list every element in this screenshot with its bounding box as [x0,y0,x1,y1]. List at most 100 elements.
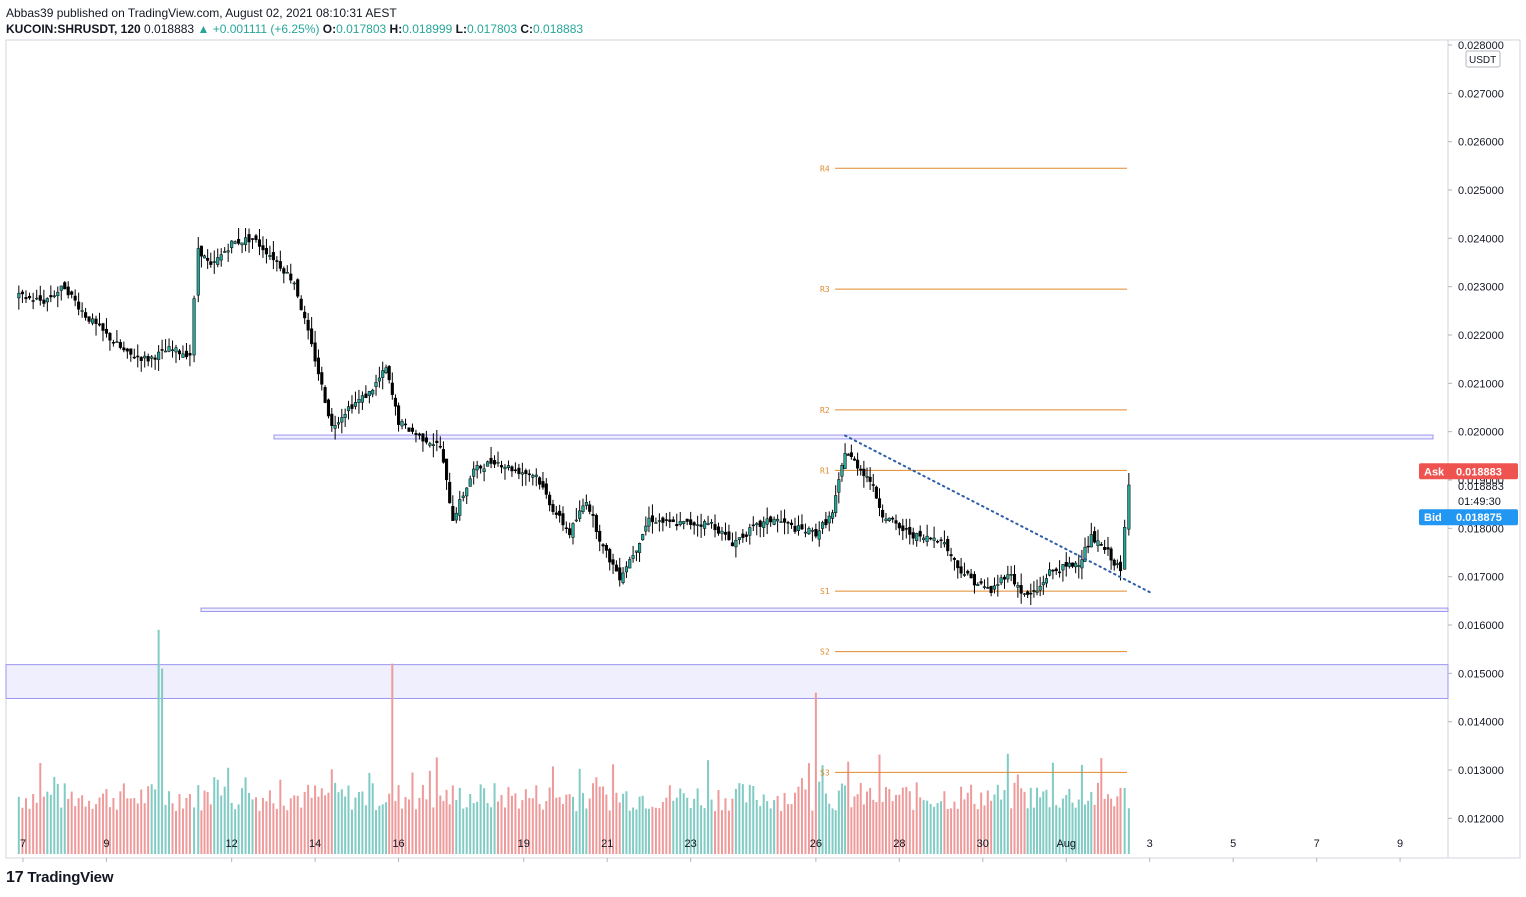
candle-body [966,570,970,574]
volume-bar [458,787,461,854]
candle-body [31,300,35,302]
candle-body [496,461,500,464]
volume-bar [517,808,520,854]
candle-body [421,433,425,442]
candle-body [206,257,210,261]
candle-body [783,518,787,523]
candle-body [678,521,682,525]
publisher-line: Abbas39 published on TradingView.com, Au… [6,6,397,20]
volume-bar [884,787,887,854]
candle-body [584,502,588,506]
volume-bar [404,797,407,854]
x-tick-label: 28 [893,838,905,850]
volume-bar [595,777,598,854]
volume-bar [81,795,84,854]
candle-body [843,452,847,469]
volume-bar [555,797,558,854]
volume-bar [510,795,513,854]
candle-body [744,534,748,537]
candle-body [343,413,347,418]
volume-bar [682,793,685,854]
candle-body [364,393,368,399]
candle-body [996,584,1000,586]
candle-body [730,542,734,547]
volume-bar [727,810,730,854]
candle-body [786,522,790,524]
volume-bar [98,797,101,854]
volume-bar [615,792,618,854]
candle-body [713,524,717,531]
volume-bar [618,802,621,854]
x-tick-label: 14 [309,838,321,850]
candle-body [720,530,724,534]
volume-bar [421,784,424,854]
volume-bar [675,797,678,854]
price-change: +0.001111 (+6.25%) [212,22,320,36]
volume-bar [200,810,203,854]
candle-body [531,475,535,478]
volume-bar [414,809,417,854]
candle-body [492,460,497,465]
volume-bar [869,787,872,854]
volume-bar [67,798,70,854]
volume-bar [490,807,493,854]
candle-body [1058,571,1062,574]
volume-bar [497,801,500,854]
candle-body [594,515,598,533]
candle-body [390,382,394,395]
candle-body [696,524,700,526]
candle-body [407,427,411,432]
ask-tag [1419,463,1518,480]
candle-body [748,527,752,536]
candle-body [268,255,272,257]
pivot-label: R3 [820,285,830,294]
candle-body [435,440,439,444]
candle-body [360,395,364,403]
volume-bar [912,809,915,854]
candle-body [282,268,286,274]
volume-bar [1058,807,1061,854]
y-tick-label: 0.015000 [1458,668,1504,680]
candle-body [558,510,562,516]
volume-bar [500,794,503,854]
volume-bar [237,804,240,854]
candle-body [146,356,150,362]
volume-bar [344,796,347,854]
tradingview-logo[interactable]: 17 TradingView [6,869,113,887]
candle-body [1115,563,1119,565]
volume-bar [126,798,129,854]
candle-body [458,499,462,516]
volume-bar [558,797,561,854]
volume-bar [261,797,264,854]
volume-bar [622,793,625,854]
volume-bar [731,798,734,854]
volume-bar [161,668,164,854]
y-tick-label: 0.020000 [1458,427,1504,439]
volume-bar [1080,764,1083,854]
volume-bar [275,808,278,854]
volume-bar [878,754,881,854]
volume-bar [658,808,661,854]
candle-body [901,525,905,531]
volume-bar [665,797,668,854]
candle-body [541,481,545,488]
volume-bar [70,791,73,854]
volume-bar [154,789,157,854]
volume-bar [592,783,595,854]
candle-body [671,519,675,523]
volume-bar [625,791,628,854]
candle-body [647,517,651,527]
candle-body [894,520,898,524]
candle-body [250,238,255,240]
candle-body [1089,534,1093,548]
candle-body [1109,548,1113,561]
x-tick-label: 30 [977,838,989,850]
candle-body [837,479,841,493]
candle-body [448,481,452,504]
volume-bar [1100,758,1103,854]
x-tick-label: 12 [226,838,238,850]
volume-bar [223,786,226,854]
volume-bar [759,806,762,854]
volume-bar [831,808,834,854]
